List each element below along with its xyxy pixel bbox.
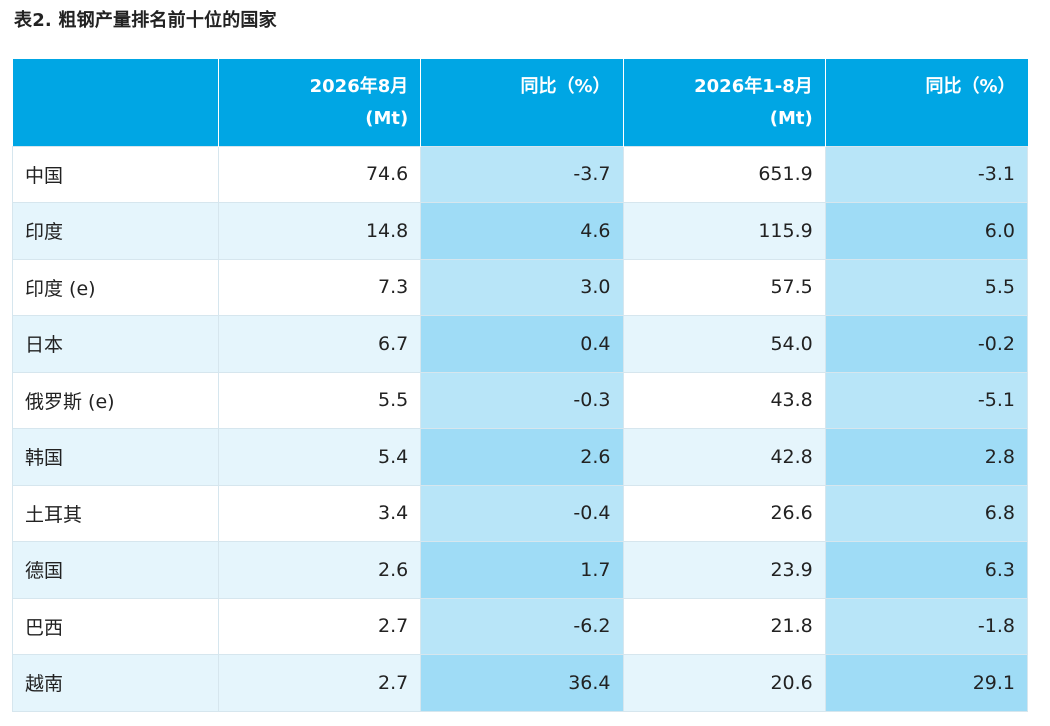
table-row: 韩国 5.4 2.6 42.8 2.8 — [12, 428, 1029, 485]
header-ytd-yoy-label: 同比（%） — [925, 76, 1016, 97]
cell-country: 巴西 — [12, 597, 219, 655]
cell-country: 日本 — [12, 315, 219, 372]
table-row: 土耳其 3.4 -0.4 26.6 6.8 — [12, 484, 1029, 542]
table-row: 中国 74.6 -3.7 651.9 -3.1 — [12, 145, 1029, 203]
cell-ytd-yoy: -1.8 — [824, 597, 1029, 655]
cell-ytd-output: 20.6 — [622, 654, 826, 712]
header-ytd-output: 2026年1-8月 (Mt) — [622, 59, 826, 146]
table-row: 越南 2.7 36.4 20.6 29.1 — [12, 654, 1029, 712]
cell-ytd-yoy: 5.5 — [824, 258, 1029, 316]
cell-ytd-output: 43.8 — [622, 371, 826, 429]
cell-ytd-yoy: 6.0 — [824, 202, 1029, 259]
header-ytd-yoy: 同比（%） — [824, 59, 1028, 146]
cell-ytd-output: 23.9 — [622, 541, 826, 598]
cell-aug-yoy: 2.6 — [420, 428, 623, 485]
header-aug-output: 2026年8月 (Mt) — [217, 59, 421, 146]
table-row: 德国 2.6 1.7 23.9 6.3 — [12, 541, 1029, 598]
cell-aug-output: 7.3 — [217, 258, 421, 316]
cell-aug-output: 3.4 — [217, 484, 421, 542]
cell-country: 俄罗斯 (e) — [12, 371, 219, 429]
table-title: 表2. 粗钢产量排名前十位的国家 — [14, 10, 277, 31]
header-aug-yoy-label: 同比（%） — [520, 76, 611, 97]
cell-aug-output: 2.7 — [217, 654, 421, 712]
cell-country: 越南 — [12, 654, 219, 712]
cell-aug-yoy: -6.2 — [420, 597, 623, 655]
header-aug-output-line2: (Mt) — [365, 108, 409, 129]
cell-ytd-output: 115.9 — [622, 202, 826, 259]
cell-ytd-yoy: -0.2 — [824, 315, 1029, 372]
cell-ytd-yoy: 29.1 — [824, 654, 1029, 712]
header-aug-output-line1: 2026年8月 — [309, 76, 409, 97]
table-row: 俄罗斯 (e) 5.5 -0.3 43.8 -5.1 — [12, 371, 1029, 429]
table-row: 印度 14.8 4.6 115.9 6.0 — [12, 202, 1029, 259]
cell-aug-yoy: -0.4 — [420, 484, 623, 542]
cell-aug-output: 5.4 — [217, 428, 421, 485]
cell-country: 印度 — [12, 202, 219, 259]
cell-aug-yoy: 4.6 — [420, 202, 623, 259]
table-row: 巴西 2.7 -6.2 21.8 -1.8 — [12, 597, 1029, 655]
cell-aug-output: 14.8 — [217, 202, 421, 259]
table-row: 日本 6.7 0.4 54.0 -0.2 — [12, 315, 1029, 372]
header-row: 2026年8月 (Mt) 同比（%） 2026年1-8月 (Mt) 同比（%） — [12, 59, 1028, 146]
cell-country: 中国 — [12, 145, 219, 203]
header-ytd-output-line1: 2026年1-8月 — [694, 76, 813, 97]
cell-aug-yoy: 3.0 — [420, 258, 623, 316]
cell-aug-yoy: 1.7 — [420, 541, 623, 598]
table-body: 中国 74.6 -3.7 651.9 -3.1 印度 14.8 4.6 115.… — [12, 145, 1029, 712]
table-row: 印度 (e) 7.3 3.0 57.5 5.5 — [12, 258, 1029, 316]
header-country — [12, 59, 219, 146]
cell-ytd-yoy: 6.8 — [824, 484, 1029, 542]
header-ytd-output-line2: (Mt) — [769, 108, 813, 129]
cell-aug-yoy: 36.4 — [420, 654, 623, 712]
cell-country: 印度 (e) — [12, 258, 219, 316]
table-header: 2026年8月 (Mt) 同比（%） 2026年1-8月 (Mt) 同比（%） — [12, 59, 1028, 146]
cell-aug-output: 6.7 — [217, 315, 421, 372]
cell-country: 韩国 — [12, 428, 219, 485]
cell-ytd-output: 21.8 — [622, 597, 826, 655]
cell-aug-output: 5.5 — [217, 371, 421, 429]
cell-ytd-yoy: -5.1 — [824, 371, 1029, 429]
cell-country: 德国 — [12, 541, 219, 598]
cell-country: 土耳其 — [12, 484, 219, 542]
cell-ytd-output: 42.8 — [622, 428, 826, 485]
cell-ytd-yoy: 6.3 — [824, 541, 1029, 598]
cell-aug-yoy: 0.4 — [420, 315, 623, 372]
cell-ytd-output: 651.9 — [622, 145, 826, 203]
steel-production-table: 2026年8月 (Mt) 同比（%） 2026年1-8月 (Mt) 同比（%） … — [12, 59, 1029, 712]
cell-aug-yoy: -0.3 — [420, 371, 623, 429]
cell-aug-output: 2.6 — [217, 541, 421, 598]
cell-aug-output: 2.7 — [217, 597, 421, 655]
cell-aug-output: 74.6 — [217, 145, 421, 203]
cell-ytd-output: 57.5 — [622, 258, 826, 316]
cell-ytd-yoy: 2.8 — [824, 428, 1029, 485]
cell-ytd-output: 54.0 — [622, 315, 826, 372]
cell-ytd-output: 26.6 — [622, 484, 826, 542]
cell-aug-yoy: -3.7 — [420, 145, 623, 203]
header-aug-yoy: 同比（%） — [420, 59, 623, 146]
cell-ytd-yoy: -3.1 — [824, 145, 1029, 203]
